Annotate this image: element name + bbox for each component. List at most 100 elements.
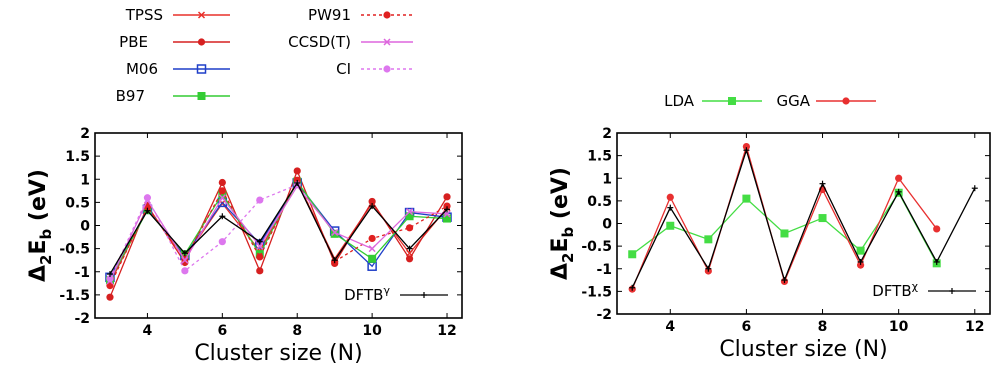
data-point (780, 229, 789, 238)
x-tick-label: 6 (742, 319, 752, 335)
y-tick-label: -1 (596, 262, 612, 278)
y-axis-label-part: b (559, 226, 577, 237)
x-axis-label: Cluster size (N) (719, 337, 887, 362)
data-point (181, 256, 189, 264)
y-axis-label-part: 2 (559, 253, 577, 263)
x-tick-label: 4 (665, 319, 675, 335)
y-tick-label: 0 (80, 219, 90, 235)
legend-label: CI (336, 60, 351, 78)
legend-marker (196, 64, 207, 74)
data-point (294, 179, 301, 186)
data-point (143, 194, 152, 202)
data-point (857, 258, 864, 265)
data-point (819, 180, 826, 187)
data-point (330, 229, 339, 238)
y-axis-label-part: E (548, 237, 573, 252)
inset-legend-sup: χ (912, 280, 919, 293)
x-tick-label: 8 (818, 319, 828, 335)
data-point (443, 202, 451, 210)
legend-entry: PBE (119, 33, 230, 51)
data-point (368, 197, 376, 206)
y-tick-label: 2 (602, 126, 612, 142)
legend-label: GGA (776, 92, 810, 110)
legend-entry: TPSS (125, 6, 230, 24)
data-point (218, 238, 226, 246)
data-point (405, 212, 414, 221)
data-point (256, 253, 264, 261)
series-pw91 (106, 176, 451, 290)
marker-stroke (218, 194, 226, 202)
legend-label: PW91 (308, 6, 351, 24)
y-tick-label: -2 (596, 307, 612, 323)
y-tick-label: -0.5 (581, 239, 612, 255)
legend-marker (383, 38, 391, 46)
data-point (856, 246, 865, 255)
data-point (443, 214, 452, 223)
data-point (742, 142, 751, 151)
y-tick-label: 1 (602, 171, 612, 187)
legend-label: TPSS (125, 6, 163, 24)
y-tick-label: -1.5 (59, 288, 90, 304)
legend-entry: GGA (776, 92, 876, 110)
legend-marker (197, 92, 206, 100)
data-point (256, 267, 264, 275)
marker-stroke (383, 38, 391, 46)
y-axis-label: Δ2Eb (eV) (26, 169, 55, 282)
data-point (368, 234, 376, 243)
data-point (106, 275, 114, 283)
data-point (256, 196, 264, 204)
inset-legend-text: DFTB (344, 286, 383, 304)
series-dftb (106, 179, 451, 278)
legend-label: PBE (119, 33, 148, 51)
y-tick-label: 0.5 (587, 194, 612, 210)
legend-entry: B97 (116, 87, 230, 105)
legend-marker (728, 97, 736, 105)
legend-label: CCSD(T) (288, 33, 351, 51)
marker-stroke (256, 242, 264, 250)
series-line (109, 181, 448, 278)
inset-legend-marker (421, 292, 427, 298)
data-point (405, 224, 414, 232)
data-point (219, 213, 226, 220)
y-tick-label: -0.5 (59, 242, 90, 258)
series-b97 (105, 177, 452, 285)
series-line (631, 191, 938, 264)
legend-entry: CCSD(T) (288, 33, 413, 51)
data-point (895, 174, 903, 182)
y-tick-label: 2 (80, 126, 90, 142)
data-point (629, 284, 636, 291)
data-point (666, 221, 675, 230)
x-tick-label: 10 (362, 323, 382, 339)
data-point (704, 235, 713, 244)
data-point (895, 188, 902, 195)
y-axis-label-part: (eV) (548, 167, 573, 227)
y-axis-label-part: Δ (26, 265, 51, 282)
series-pbe (106, 167, 451, 301)
series-tpss (106, 178, 451, 287)
data-point (933, 258, 940, 265)
x-tick-label: 12 (437, 323, 456, 339)
x-tick-label: 8 (292, 323, 302, 339)
y-axis-label-part: E (26, 239, 51, 254)
data-point (406, 245, 413, 252)
data-point (818, 214, 827, 223)
series-ccsd-t- (106, 182, 451, 285)
x-tick-label: 10 (889, 319, 909, 335)
x-axis-label: Cluster size (N) (194, 341, 362, 366)
inset-legend-dftb: DFTBγ (344, 284, 448, 304)
data-point (667, 204, 674, 211)
series-gga (628, 142, 941, 293)
chart-panel-2: -2 -1.5 -1 -0.5 0 0.5 1 1.5 2 4 6 8 10 12 Cluster size… (548, 92, 991, 362)
inset-legend-marker (949, 288, 955, 294)
data-point (666, 193, 674, 201)
data-point (218, 194, 226, 202)
data-point (144, 207, 151, 214)
data-point (181, 267, 189, 275)
data-point (331, 228, 339, 236)
data-point (405, 255, 414, 263)
marker-stroke (181, 256, 189, 264)
data-point (106, 271, 113, 278)
marker-stroke (406, 208, 414, 216)
inset-legend-label: DFTBγ (344, 284, 390, 304)
